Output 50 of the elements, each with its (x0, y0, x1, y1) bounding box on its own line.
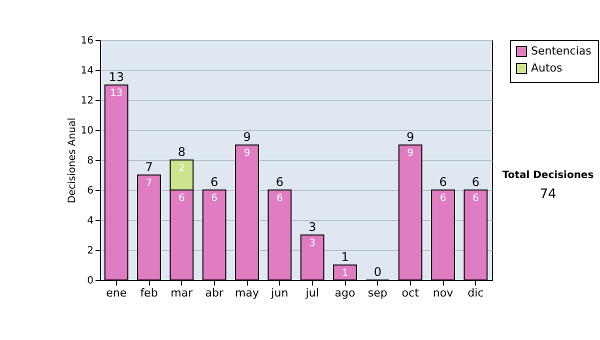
data-label: 6 (178, 193, 185, 204)
data-label: 6 (211, 193, 218, 204)
x-tick-label: dic (468, 286, 484, 300)
total-label: 9 (243, 130, 251, 144)
x-tick-label: feb (140, 286, 158, 300)
total-label: 9 (406, 130, 414, 144)
data-label: 6 (276, 193, 283, 204)
legend-label: Autos (531, 62, 563, 74)
x-tick-label: sep (368, 286, 388, 300)
x-tick-label: ago (334, 286, 356, 300)
x-tick-label: jun (270, 286, 288, 300)
total-label: 1 (341, 250, 349, 264)
text: Total Decisiones (501, 170, 595, 181)
x-tick-label: nov (432, 286, 454, 300)
total-label: 6 (276, 175, 284, 189)
y-tick-label: 12 (80, 96, 94, 106)
y-tick-label: 8 (87, 156, 94, 166)
data-label: 3 (309, 238, 316, 249)
y-tick-label: 2 (87, 246, 94, 256)
data-label: 9 (244, 148, 250, 159)
total-label: 6 (210, 175, 218, 189)
y-tick-label: 16 (80, 36, 94, 46)
total-label: 6 (439, 175, 447, 189)
data-label: 2 (178, 163, 185, 174)
legend-label: Sentencias (531, 44, 592, 58)
data-label: 9 (407, 148, 414, 159)
y-axis-title: Decisiones Anual (66, 118, 78, 204)
x-tick-label: oct (402, 286, 420, 300)
data-label: 7 (146, 178, 152, 189)
x-tick-label: jul (304, 286, 319, 300)
total-label: 3 (308, 220, 316, 234)
total-label: 8 (178, 145, 186, 159)
total-label: 6 (472, 175, 480, 189)
total-label: 13 (108, 70, 124, 84)
y-tick-label: 10 (80, 126, 94, 136)
y-tick-label: 6 (87, 186, 94, 196)
x-tick-label: mar (170, 286, 194, 300)
data-label: 6 (472, 193, 479, 204)
text: 74 (538, 187, 558, 202)
y-tick-label: 0 (87, 276, 94, 286)
data-label: 1 (342, 268, 348, 279)
y-tick-label: 14 (80, 66, 94, 76)
x-tick-label: may (235, 286, 260, 300)
total-label: 0 (374, 265, 382, 279)
x-tick-label: abr (205, 286, 224, 300)
x-tick-label: ene (106, 286, 127, 300)
y-tick-label: 4 (87, 216, 94, 226)
total-label: 7 (145, 160, 153, 174)
data-label: 6 (440, 193, 446, 204)
data-label: 13 (110, 88, 123, 99)
